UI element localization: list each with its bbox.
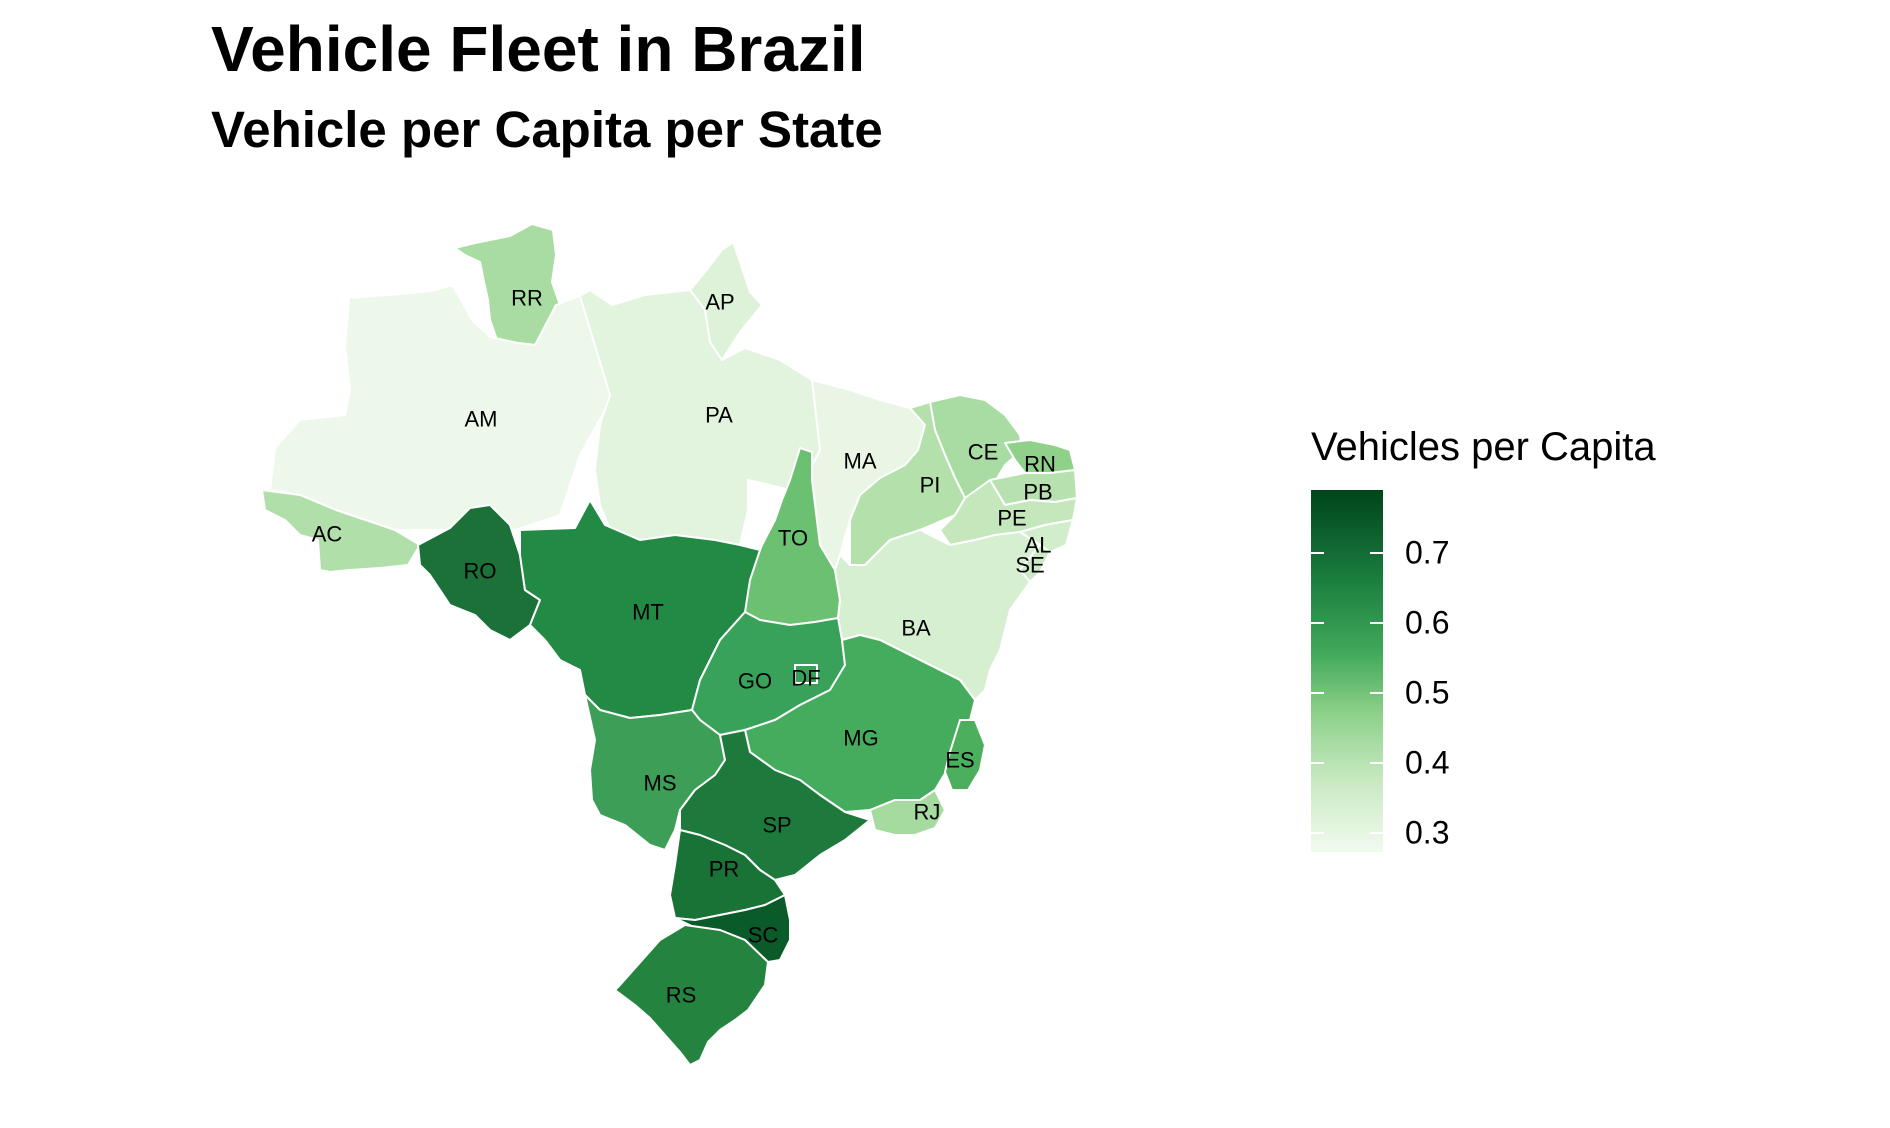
legend-tick-label: 0.7: [1405, 534, 1450, 571]
state-df: [794, 664, 818, 684]
state-label-pr: PR: [709, 857, 740, 882]
state-label-se: SE: [1015, 553, 1044, 578]
legend-title: Vehicles per Capita: [1311, 425, 1656, 469]
state-label-es: ES: [945, 748, 974, 773]
state-rj: [869, 789, 946, 836]
state-label-rn: RN: [1024, 452, 1056, 477]
state-label-ap: AP: [705, 290, 734, 315]
legend-tick-label: 0.3: [1405, 814, 1450, 851]
state-rs: [614, 924, 769, 1066]
state-label-ro: RO: [464, 559, 497, 584]
chart-subtitle: Vehicle per Capita per State: [211, 101, 883, 158]
legend-tick-label: 0.4: [1405, 744, 1450, 781]
state-label-ce: CE: [968, 440, 999, 465]
legend-colorbar: [1311, 490, 1383, 852]
state-sp: [679, 729, 871, 881]
chart-title: Vehicle Fleet in Brazil: [211, 13, 866, 85]
state-label-sp: SP: [762, 813, 791, 838]
state-label-mt: MT: [632, 600, 664, 625]
state-label-ma: MA: [844, 449, 877, 474]
state-es: [944, 719, 986, 791]
state-ac: [261, 489, 421, 573]
state-label-rj: RJ: [914, 800, 941, 825]
state-label-am: AM: [465, 407, 498, 432]
state-label-ac: AC: [312, 522, 343, 547]
state-label-ba: BA: [901, 616, 931, 641]
state-am: [269, 284, 626, 531]
state-label-to: TO: [778, 526, 808, 551]
state-label-al: AL: [1025, 533, 1052, 558]
state-label-pb: PB: [1023, 480, 1052, 505]
state-label-rs: RS: [666, 983, 697, 1008]
state-label-go: GO: [738, 669, 772, 694]
legend-tick-label: 0.5: [1405, 674, 1450, 711]
state-label-mg: MG: [843, 726, 878, 751]
legend-tick-label: 0.6: [1405, 604, 1450, 641]
state-label-pi: PI: [920, 473, 941, 498]
state-label-df: DF: [791, 666, 820, 691]
state-label-ms: MS: [644, 771, 677, 796]
state-label-rr: RR: [511, 286, 543, 311]
state-label-pe: PE: [997, 506, 1026, 531]
state-label-sc: SC: [748, 923, 779, 948]
state-label-pa: PA: [705, 403, 733, 428]
